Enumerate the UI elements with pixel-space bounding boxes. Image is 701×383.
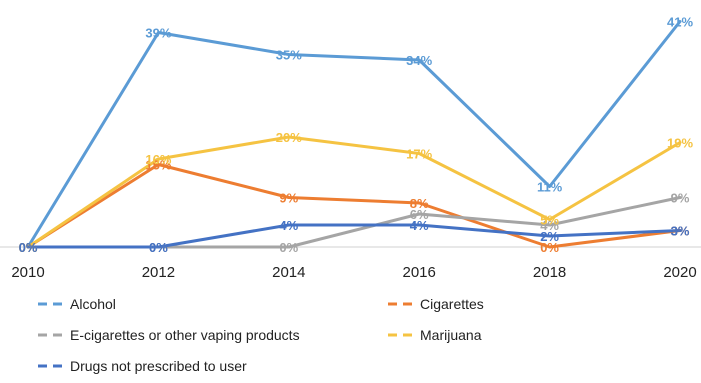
data-label: 0% bbox=[19, 240, 38, 255]
data-label: 5% bbox=[540, 213, 559, 228]
x-tick-label: 2014 bbox=[272, 264, 305, 281]
data-label: 11% bbox=[537, 180, 563, 195]
series-line-3 bbox=[26, 135, 682, 249]
data-label: 16% bbox=[145, 152, 171, 167]
data-label: 6% bbox=[410, 207, 429, 222]
data-label: 8% bbox=[410, 196, 429, 211]
data-label: 17% bbox=[406, 147, 432, 162]
x-tick-label: 2012 bbox=[142, 264, 175, 281]
x-tick-label: 2010 bbox=[11, 264, 44, 281]
data-label: 3% bbox=[671, 224, 690, 239]
data-label: 20% bbox=[276, 130, 302, 145]
legend-label: Drugs not prescribed to user bbox=[70, 358, 247, 374]
data-label: 3% bbox=[671, 224, 690, 239]
data-label: 19% bbox=[667, 136, 693, 151]
series-line-0 bbox=[26, 20, 682, 249]
data-label: 39% bbox=[145, 26, 171, 41]
data-label: 4% bbox=[410, 218, 429, 233]
data-label: 2% bbox=[540, 229, 559, 244]
legend-label: E-cigarettes or other vaping products bbox=[70, 327, 300, 343]
legend-label: Marijuana bbox=[420, 327, 482, 343]
data-label: 0% bbox=[19, 240, 38, 255]
series-line-2 bbox=[156, 196, 682, 249]
series-line-4 bbox=[26, 223, 682, 249]
data-label: 4% bbox=[540, 218, 559, 233]
x-tick-label: 2020 bbox=[663, 264, 696, 281]
x-tick-label: 2016 bbox=[403, 264, 436, 281]
legend-label: Cigarettes bbox=[420, 296, 484, 312]
data-label: 34% bbox=[406, 53, 432, 68]
data-label: 0% bbox=[540, 240, 559, 255]
data-label: 41% bbox=[667, 15, 693, 30]
data-label: 15% bbox=[145, 158, 171, 173]
data-label: 0% bbox=[149, 240, 168, 255]
data-label: 4% bbox=[279, 218, 298, 233]
data-label: 0% bbox=[19, 240, 38, 255]
data-label: 9% bbox=[279, 191, 298, 206]
legend-label: Alcohol bbox=[70, 296, 116, 312]
data-label: 0% bbox=[279, 240, 298, 255]
data-label: 9% bbox=[671, 191, 690, 206]
data-label: 35% bbox=[276, 48, 302, 63]
data-label: 0% bbox=[19, 240, 38, 255]
series-line-1 bbox=[26, 163, 682, 249]
x-tick-label: 2018 bbox=[533, 264, 566, 281]
data-label: 0% bbox=[149, 240, 168, 255]
